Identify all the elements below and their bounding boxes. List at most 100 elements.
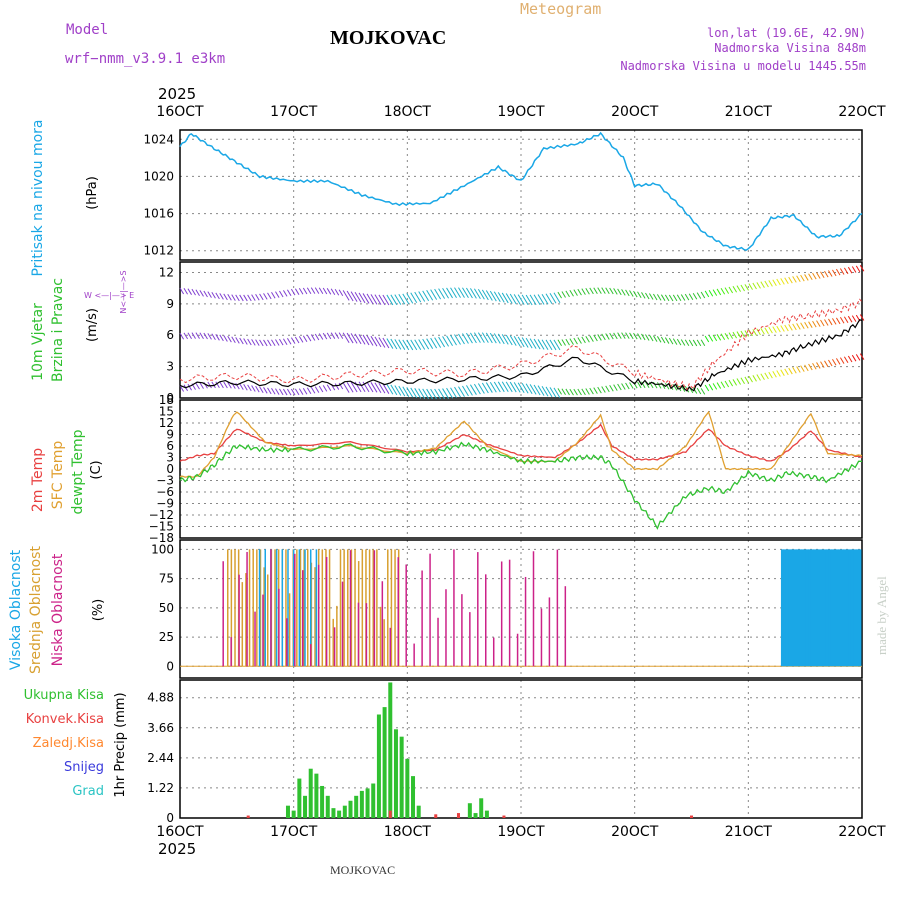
wind-barb (645, 334, 650, 341)
wind-barb (438, 388, 446, 400)
y-tick-label: 1024 (143, 132, 174, 146)
wind-barb (569, 289, 574, 297)
wind-barb (450, 334, 457, 346)
wind-barb (434, 337, 442, 348)
wind-barb (688, 293, 694, 300)
wind-barb (633, 290, 638, 298)
precip-bar (291, 810, 296, 818)
wind-barb (279, 338, 284, 346)
wind-barb (446, 287, 453, 299)
wind-barb (346, 290, 354, 302)
wind-barb (816, 362, 821, 369)
panel-frame (179, 399, 863, 539)
wind-barb (466, 332, 473, 344)
wind-barb (350, 291, 358, 302)
wind-barb (469, 288, 477, 299)
wind-barb (255, 294, 260, 301)
precip-legend-item: Grad (72, 784, 104, 799)
panel-frame (179, 539, 863, 679)
wind-barb (557, 388, 562, 395)
y-tick-label: −12 (149, 508, 174, 522)
wind-barb (664, 382, 670, 390)
wind-barb (283, 338, 288, 345)
wind-barb (211, 381, 216, 389)
wind-barb (728, 286, 734, 294)
wind-barb (485, 382, 493, 393)
wind-barb (561, 291, 566, 298)
wind-barb (469, 332, 477, 344)
wind-barb (625, 289, 630, 297)
wind-barb (772, 279, 777, 286)
wind-barb (370, 294, 378, 305)
y-tick-label: 0 (166, 811, 174, 825)
wind-barb (235, 337, 240, 344)
altitude: Nadmorska Visina 848m (714, 41, 866, 55)
wind-barb (346, 332, 354, 344)
wind-barb (649, 334, 654, 342)
wind-barb (796, 275, 801, 283)
wind-barb (573, 337, 578, 345)
wind-barb (736, 378, 741, 385)
wind-barb (529, 338, 537, 349)
wind-barb (812, 362, 817, 370)
wind-label-1: 10m Vjetar (30, 303, 46, 381)
wind-barb (804, 364, 809, 372)
wind-barb (796, 366, 801, 373)
wind-barb (446, 387, 453, 399)
wind-barb (712, 383, 718, 390)
wind-barb (756, 282, 761, 289)
wind-barb (211, 291, 216, 299)
wind-barb (187, 288, 192, 295)
wind-barb (271, 388, 276, 395)
wind-barb (756, 328, 761, 336)
wind-barb (629, 332, 634, 340)
wind-barb (716, 334, 722, 341)
wind-barb (469, 384, 477, 395)
wind-barb (362, 334, 370, 346)
y-tick-label: 12 (159, 265, 174, 279)
wind-barb (422, 388, 430, 400)
wind-barb (477, 289, 485, 300)
wind-barb (462, 333, 469, 344)
wind-barb (286, 388, 292, 396)
wind-barb (835, 268, 841, 276)
y-tick-label: 1016 (143, 207, 174, 221)
wind-barb (553, 292, 561, 303)
y-tick-label: 6 (166, 439, 174, 453)
y-tick-label: 3 (166, 451, 174, 465)
cloud-bars (180, 549, 862, 667)
wind-barb (859, 314, 865, 321)
wind-barb (207, 333, 212, 340)
footer-station: MOJKOVAC (330, 863, 395, 877)
wind-barb (736, 331, 741, 338)
wind-barb (513, 335, 521, 347)
wind-barb (358, 334, 366, 345)
wind-barb (199, 382, 204, 389)
wind-barb (493, 291, 501, 302)
wind-barb (290, 388, 296, 396)
wind-barb (219, 293, 224, 300)
wind-barb (203, 290, 208, 298)
wind-barb (298, 288, 304, 295)
wind-barb (183, 332, 189, 340)
wind-barb (207, 291, 212, 298)
wind-barb (473, 288, 481, 300)
wind-barb (525, 294, 533, 306)
time-label-top: 18OCT (384, 104, 432, 120)
wind-barb (760, 281, 765, 288)
precip-bar (359, 790, 364, 818)
wind-barb (808, 321, 813, 328)
wind-barb (637, 333, 642, 340)
cloud-label-3: Niska Oblacnost (50, 553, 66, 666)
model-label: Model (66, 22, 108, 38)
wind-barb (760, 328, 765, 335)
wind-barb (605, 385, 610, 393)
wind-barb (259, 339, 264, 347)
wind-barb (688, 339, 694, 347)
wind-barb (843, 267, 849, 275)
wind-barb (235, 294, 240, 302)
wind-barb (652, 335, 658, 342)
wind-barb (462, 385, 469, 397)
wind-barb (410, 387, 418, 399)
wind-barb (792, 323, 797, 331)
